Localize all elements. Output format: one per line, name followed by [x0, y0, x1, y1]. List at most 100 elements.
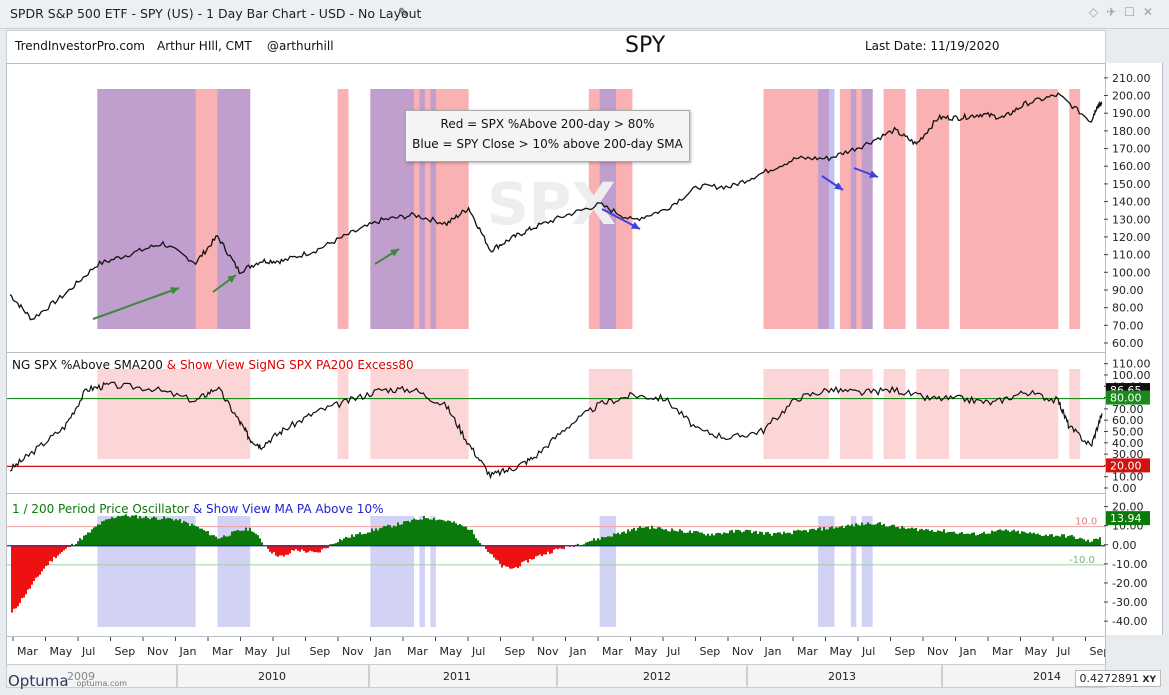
osc-bar [949, 532, 951, 546]
osc-bar [773, 532, 775, 546]
osc-bar [979, 534, 981, 546]
blue-arrow-head [834, 182, 843, 190]
osc-bar [717, 532, 719, 546]
osc-bar [315, 545, 317, 553]
osc-bar [375, 528, 377, 546]
osc-bar [493, 545, 495, 558]
osc-bar [121, 515, 123, 546]
osc-bar [777, 532, 779, 546]
osc-bar [255, 533, 257, 546]
osc-bar [361, 534, 363, 546]
osc-bar [1039, 534, 1041, 546]
osc-bar [759, 531, 761, 546]
osc-bar [1017, 530, 1019, 546]
osc-bar [659, 527, 661, 546]
window-controls[interactable]: ◇✈☐✕ [1088, 5, 1161, 19]
osc-bar [311, 545, 313, 552]
osc-bar [33, 545, 35, 582]
osc-bar [231, 531, 233, 546]
osc-bar [163, 516, 165, 546]
osc-bar [613, 533, 615, 546]
breadth-y-axis: 0.0010.0020.0030.0040.0050.0060.0070.008… [1104, 358, 1151, 492]
osc-bar [991, 530, 993, 546]
osc-bar [673, 530, 675, 546]
osc-bar [521, 545, 523, 563]
osc-bar [57, 545, 59, 556]
osc-bar [583, 544, 585, 546]
osc-bar [429, 519, 431, 546]
year-bar-svg: 2010 2011 2012 2013 2014 2009 [67, 665, 1061, 687]
osc-bar [149, 519, 151, 546]
osc-bar [885, 526, 887, 546]
osc-bar [623, 531, 625, 546]
osc-bar [629, 531, 631, 546]
osc-bar [611, 536, 613, 546]
x-month-label: Mar [407, 645, 428, 658]
osc-bar [535, 545, 537, 557]
osc-bar [351, 534, 353, 546]
osc-bar [495, 545, 497, 560]
osc-bar [21, 545, 23, 599]
osc-bar [403, 521, 405, 546]
osc-bar [1049, 534, 1051, 546]
y-tick-label: 200.00 [1112, 90, 1151, 103]
osc-bar [303, 545, 305, 552]
osc-bar [737, 529, 739, 546]
osc-bar [389, 525, 391, 546]
osc-bar [909, 528, 911, 546]
osc-bar [515, 545, 517, 568]
zone-band [1069, 369, 1081, 459]
oscillator-pane[interactable]: 10.0 -10.0 [6, 493, 1106, 637]
zone-band [916, 369, 950, 459]
osc-bar [541, 545, 543, 556]
osc-bar [165, 518, 167, 546]
y-tick-label: 60.00 [1112, 337, 1144, 350]
osc-bar [871, 524, 873, 546]
x-month-label: Jul [81, 645, 95, 658]
osc-bar [983, 531, 985, 546]
osc-bar [119, 516, 121, 546]
x-month-label: Jan [959, 645, 977, 658]
osc-bar [461, 525, 463, 546]
breadth-pane[interactable] [6, 352, 1106, 494]
x-month-label: May [245, 645, 268, 658]
osc-bar [215, 536, 217, 546]
osc-bar [937, 530, 939, 546]
y-tick-label: -40.00 [1112, 615, 1147, 628]
price-pane[interactable]: SPX [6, 63, 1106, 353]
osc-bar [83, 535, 85, 546]
osc-bar [1025, 532, 1027, 546]
osc-bar [1097, 539, 1099, 546]
osc-bar [1075, 539, 1077, 546]
osc-bar [103, 520, 105, 546]
osc-bar [625, 533, 627, 546]
osc-bar [301, 545, 303, 550]
osc-bar [743, 531, 745, 546]
x-month-label: Jul [666, 645, 680, 658]
osc-bar [1095, 538, 1097, 546]
osc-bar [1063, 534, 1065, 546]
osc-bar [905, 529, 907, 546]
edit-pencil-icon[interactable]: ✎ [398, 6, 409, 21]
cursor-status[interactable]: 0.4272891 XY [1074, 670, 1161, 687]
osc-bar [157, 519, 159, 546]
osc-bar [205, 531, 207, 546]
osc-bar [471, 529, 473, 546]
osc-bar [795, 530, 797, 546]
osc-bar [873, 524, 875, 546]
x-month-label: Nov [732, 645, 754, 658]
osc-bar [227, 536, 229, 546]
y-tick-label: -20.00 [1112, 577, 1147, 590]
osc-bar [45, 545, 47, 567]
zone-band-blue [861, 516, 873, 627]
osc-bar [1093, 539, 1095, 546]
osc-bar [61, 545, 63, 552]
osc-bar [321, 545, 323, 550]
osc-bar [459, 524, 461, 546]
osc-bar [931, 529, 933, 546]
x-month-label: Nov [927, 645, 949, 658]
osc-bar [239, 530, 241, 546]
oscillator-title-sub: & Show View MA PA Above 10% [192, 502, 384, 516]
osc-bar [1051, 534, 1053, 546]
osc-bar [595, 540, 597, 546]
